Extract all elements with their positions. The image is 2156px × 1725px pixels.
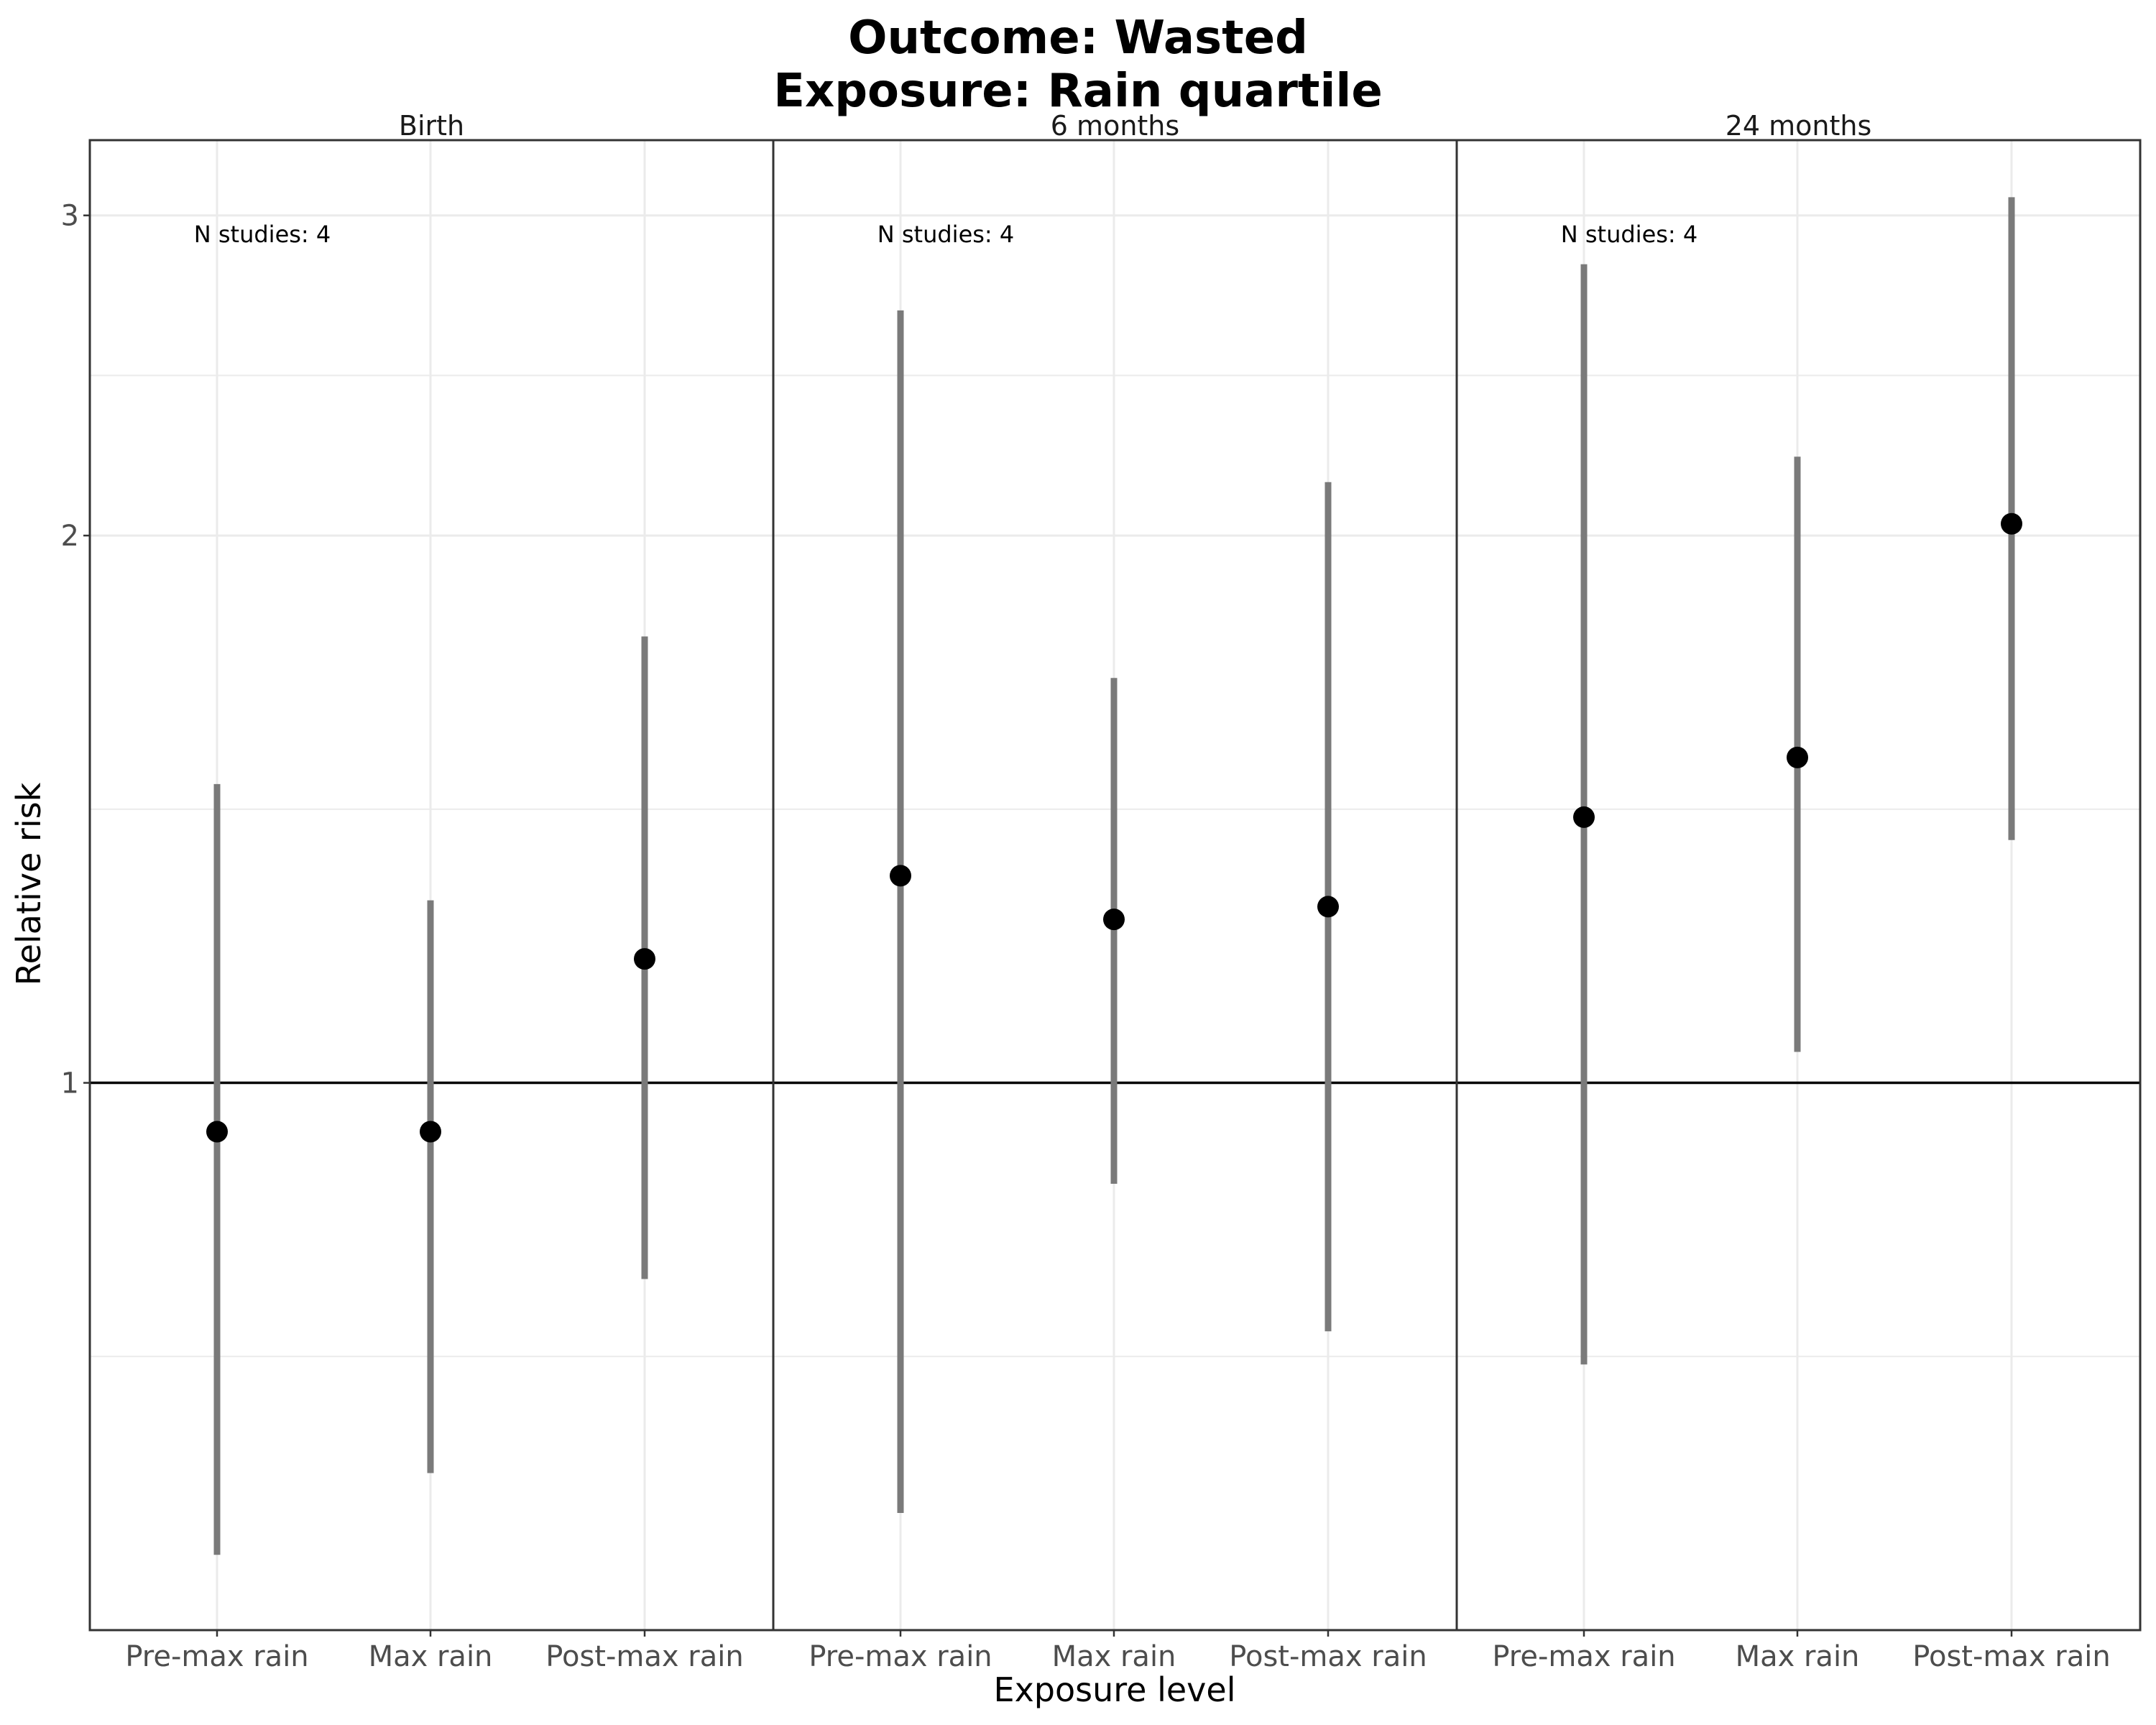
facet-label: 24 months — [1726, 110, 1872, 142]
x-tick-label: Pre-max rain — [1492, 1640, 1675, 1673]
estimate-point — [1573, 806, 1595, 828]
x-tick-label: Max rain — [369, 1640, 493, 1673]
n-studies-annotation: N studies: 4 — [194, 221, 331, 248]
panel-border — [1455, 139, 2142, 1632]
y-axis-title: Relative risk — [9, 782, 48, 985]
y-tick-label: 3 — [61, 200, 79, 233]
x-tick-label: Post-max rain — [1912, 1640, 2110, 1673]
panel-1: N studies: 4 6 months Pre-max rain Max rain… — [772, 110, 1458, 1673]
y-tick-label: 2 — [61, 520, 79, 553]
estimate-point — [1103, 908, 1125, 931]
y-tick-label: 1 — [61, 1067, 79, 1100]
estimate-point — [634, 948, 655, 970]
estimate-point — [206, 1121, 228, 1143]
x-tick-label: Pre-max rain — [125, 1640, 308, 1673]
facet-label: Birth — [399, 110, 464, 142]
estimate-point — [1317, 896, 1339, 918]
estimate-point — [420, 1121, 441, 1143]
panel-2: N studies: 4 24 months Pre-max rain Max rai… — [1455, 110, 2142, 1673]
x-tick-label: Max rain — [1736, 1640, 1860, 1673]
panel-0: N studies: 4 Birth Pre-max rain Max rain Pos… — [88, 110, 775, 1673]
x-tick-label: Pre-max rain — [808, 1640, 992, 1673]
facet-panels: N studies: 4 Birth Pre-max rain Max rain Pos… — [61, 110, 2142, 1673]
n-studies-annotation: N studies: 4 — [1561, 221, 1697, 248]
estimate-point — [1787, 746, 1808, 768]
x-tick-label: Max rain — [1052, 1640, 1176, 1673]
chart-title-line-2: Exposure: Rain quartile — [773, 65, 1383, 118]
estimate-point — [890, 865, 911, 887]
estimate-point — [2001, 512, 2022, 535]
x-tick-label: Post-max rain — [545, 1640, 743, 1673]
x-tick-label: Post-max rain — [1229, 1640, 1427, 1673]
x-axis-title: Exposure level — [994, 1670, 1236, 1709]
facet-label: 6 months — [1051, 110, 1179, 142]
n-studies-annotation: N studies: 4 — [877, 221, 1014, 248]
chart-title-line-1: Outcome: Wasted — [848, 12, 1308, 65]
